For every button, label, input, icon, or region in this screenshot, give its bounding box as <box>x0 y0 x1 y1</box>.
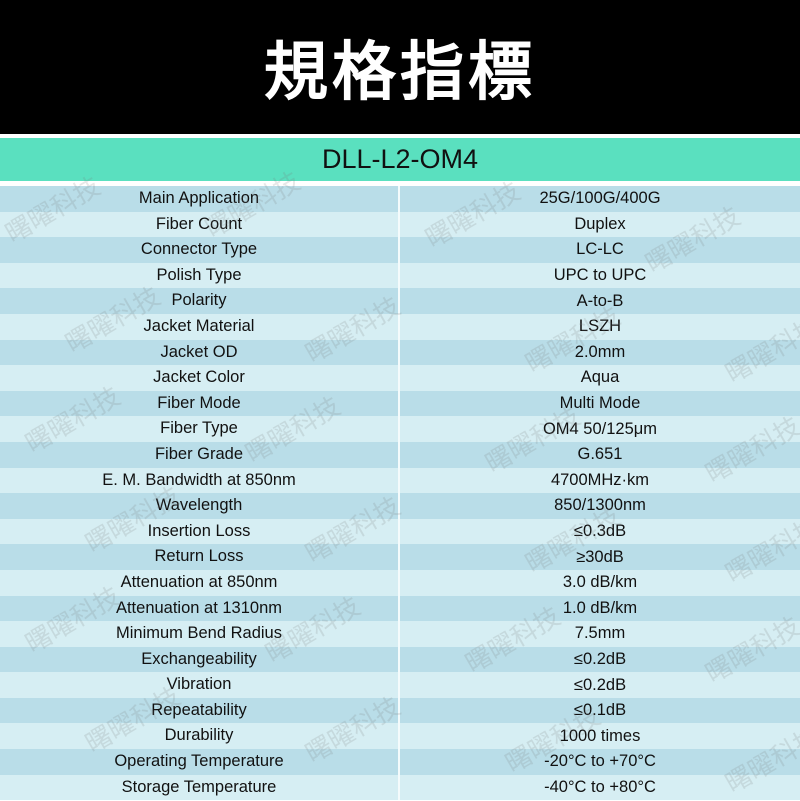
spec-label: Minimum Bend Radius <box>0 621 400 647</box>
spec-table: Main Application 25G/100G/400G Fiber Count… <box>0 186 800 801</box>
spec-value: 1000 times <box>559 726 641 745</box>
spec-label: Vibration <box>0 672 400 698</box>
spec-label: Fiber Mode <box>0 390 400 417</box>
spec-row: Fiber Count Duplex <box>0 211 800 238</box>
spec-value: -40°C to +80°C <box>544 777 656 796</box>
spec-label: Return Loss <box>0 544 400 570</box>
spec-value: ≥30dB <box>576 547 624 566</box>
spec-value: 7.5mm <box>574 624 626 643</box>
spec-label: Durability <box>0 723 400 750</box>
spec-row: Repeatability ≤0.1dB <box>0 697 800 724</box>
spec-row: Jacket Material LSZH <box>0 313 800 340</box>
spec-value: LSZH <box>578 317 622 336</box>
spec-value: A-to-B <box>576 291 624 310</box>
spec-value: 4700MHz·km <box>550 470 650 489</box>
spec-label: Connector Type <box>0 237 400 263</box>
spec-value: 850/1300nm <box>554 496 646 515</box>
spec-row: Fiber Mode Multi Mode <box>0 390 800 417</box>
spec-label: Attenuation at 850nm <box>0 569 400 596</box>
spec-value: ≤0.3dB <box>573 522 627 541</box>
title-band: 規格指標 <box>0 0 800 134</box>
spec-row: Vibration ≤0.2dB <box>0 672 800 698</box>
spec-row: Fiber Type OM4 50/125μm <box>0 416 800 442</box>
spec-row: Jacket OD 2.0mm <box>0 339 800 366</box>
model-band: DLL-L2-OM4 <box>0 138 800 181</box>
spec-row: Operating Temperature -20°C to +70°C <box>0 749 800 775</box>
spec-value: -20°C to +70°C <box>544 752 656 771</box>
spec-row: Polish Type UPC to UPC <box>0 262 800 289</box>
spec-label: Fiber Grade <box>0 441 400 468</box>
spec-row: Main Application 25G/100G/400G <box>0 186 800 212</box>
model-name: DLL-L2-OM4 <box>321 144 479 174</box>
spec-label: Attenuation at 1310nm <box>0 595 400 622</box>
spec-value: Multi Mode <box>559 394 641 413</box>
spec-value: ≤0.1dB <box>573 701 627 720</box>
spec-row: Return Loss ≥30dB <box>0 544 800 570</box>
spec-label: Operating Temperature <box>0 749 400 775</box>
spec-value: 25G/100G/400G <box>539 189 661 208</box>
spec-value: ≤0.2dB <box>573 675 627 694</box>
spec-label: Jacket Material <box>0 313 400 340</box>
spec-value: 1.0 dB/km <box>562 598 638 617</box>
spec-row: Exchangeability ≤0.2dB <box>0 646 800 673</box>
spec-label: Polish Type <box>0 262 400 289</box>
spec-label: Jacket OD <box>0 339 400 366</box>
spec-row: Attenuation at 850nm 3.0 dB/km <box>0 569 800 596</box>
spec-row: E. M. Bandwidth at 850nm 4700MHz·km <box>0 467 800 494</box>
spec-label: Exchangeability <box>0 646 400 673</box>
spec-row: Durability 1000 times <box>0 723 800 750</box>
spec-label: Fiber Type <box>0 416 400 442</box>
spec-row: Attenuation at 1310nm 1.0 dB/km <box>0 595 800 622</box>
spec-label: Storage Temperature <box>0 774 400 801</box>
spec-value: 3.0 dB/km <box>562 573 638 592</box>
spec-value: Duplex <box>574 214 626 233</box>
spec-row: Wavelength 850/1300nm <box>0 493 800 519</box>
spec-value: ≤0.2dB <box>573 649 627 668</box>
spec-row: Jacket Color Aqua <box>0 365 800 391</box>
spec-label: Jacket Color <box>0 365 400 391</box>
spec-row: Polarity A-to-B <box>0 288 800 314</box>
spec-value: UPC to UPC <box>553 266 647 285</box>
spec-row: Fiber Grade G.651 <box>0 441 800 468</box>
spec-row: Minimum Bend Radius 7.5mm <box>0 621 800 647</box>
spec-label: Wavelength <box>0 493 400 519</box>
spec-label: Fiber Count <box>0 211 400 238</box>
spec-label: Main Application <box>0 186 400 212</box>
spec-value: 2.0mm <box>574 342 626 361</box>
page-title: 規格指標 <box>264 36 536 110</box>
spec-label: Repeatability <box>0 697 400 724</box>
spec-value: OM4 50/125μm <box>542 419 658 438</box>
spec-value: G.651 <box>577 445 623 464</box>
spec-row: Insertion Loss ≤0.3dB <box>0 518 800 545</box>
spec-row: Storage Temperature -40°C to +80°C <box>0 774 800 801</box>
spec-row: Connector Type LC-LC <box>0 237 800 263</box>
spec-value: LC-LC <box>576 240 624 259</box>
spec-label: Polarity <box>0 288 400 314</box>
spec-label: E. M. Bandwidth at 850nm <box>0 467 400 494</box>
spec-value: Aqua <box>580 368 620 387</box>
spec-label: Insertion Loss <box>0 518 400 545</box>
